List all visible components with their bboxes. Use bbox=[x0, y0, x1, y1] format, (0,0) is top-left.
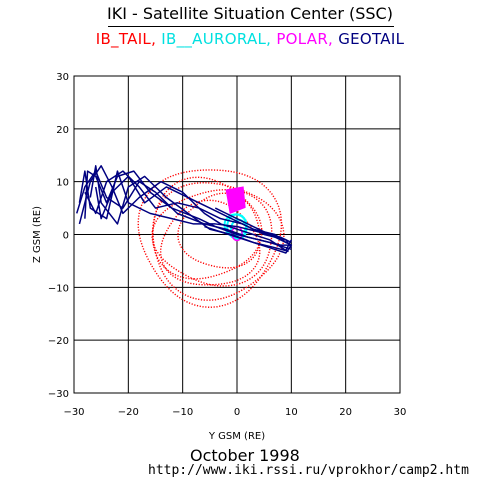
legend-item-polar: POLAR, bbox=[276, 30, 334, 48]
y-axis-label: Z GSM (RE) bbox=[32, 206, 43, 263]
x-tick-label-3: 0 bbox=[234, 407, 240, 418]
x-tick-label-0: −30 bbox=[63, 407, 84, 418]
x-tick-label-5: 20 bbox=[339, 407, 352, 418]
series-polar bbox=[225, 186, 246, 242]
series-geotail-track-4 bbox=[84, 170, 292, 249]
series-ib-tail-loop-5 bbox=[151, 188, 273, 287]
series-geotail-track-5 bbox=[94, 175, 287, 244]
series-ib-tail-loop-4 bbox=[177, 192, 261, 269]
y-tick-label-6: 30 bbox=[56, 72, 69, 83]
legend: IB_TAIL, IB__AURORAL, POLAR, GEOTAIL bbox=[0, 30, 500, 48]
date-label: October 1998 bbox=[190, 446, 300, 465]
series-geotail bbox=[75, 165, 293, 254]
series-polar-band bbox=[225, 186, 246, 215]
tick-labels: −30 −20 −10 0 10 20 30 −30 −20 −10 0 10 20 30 bbox=[48, 72, 406, 418]
chart-title: IKI - Satellite Situation Center (SSC) bbox=[107, 4, 393, 23]
x-tick-label-6: 30 bbox=[394, 407, 407, 418]
legend-item-ib-tail: IB_TAIL, bbox=[95, 30, 157, 48]
y-tick-label-5: 20 bbox=[56, 125, 69, 136]
y-tick-label-4: 10 bbox=[56, 178, 69, 189]
y-tick-label-0: −30 bbox=[48, 389, 69, 400]
plot-frame bbox=[73, 75, 401, 394]
x-tick-label-4: 10 bbox=[285, 407, 298, 418]
y-tick-label-2: −10 bbox=[48, 283, 69, 294]
series-geotail-track-0 bbox=[78, 165, 293, 252]
title-underline bbox=[108, 26, 394, 27]
series-ib-tail-loop-2 bbox=[152, 176, 263, 280]
x-tick-label-1: −20 bbox=[118, 407, 139, 418]
y-tick-label-1: −20 bbox=[48, 336, 69, 347]
series-geotail-track-6 bbox=[75, 170, 292, 251]
series-ib-tail-loop-1 bbox=[152, 182, 285, 301]
series-geotail-track-3 bbox=[78, 170, 292, 244]
series-geotail-track-7 bbox=[204, 207, 293, 254]
x-axis-label: Y GSM (RE) bbox=[208, 431, 265, 442]
series-layer bbox=[75, 165, 293, 309]
legend-item-geotail: GEOTAIL bbox=[338, 30, 405, 48]
source-url: http://www.iki.rssi.ru/vprokhor/camp2.ht… bbox=[148, 463, 469, 478]
x-tick-label-2: −10 bbox=[172, 407, 193, 418]
y-tick-label-3: 0 bbox=[63, 231, 69, 242]
legend-item-ib-auroral: IB__AURORAL, bbox=[161, 30, 272, 48]
series-ib-tail-loop-0 bbox=[137, 169, 283, 309]
